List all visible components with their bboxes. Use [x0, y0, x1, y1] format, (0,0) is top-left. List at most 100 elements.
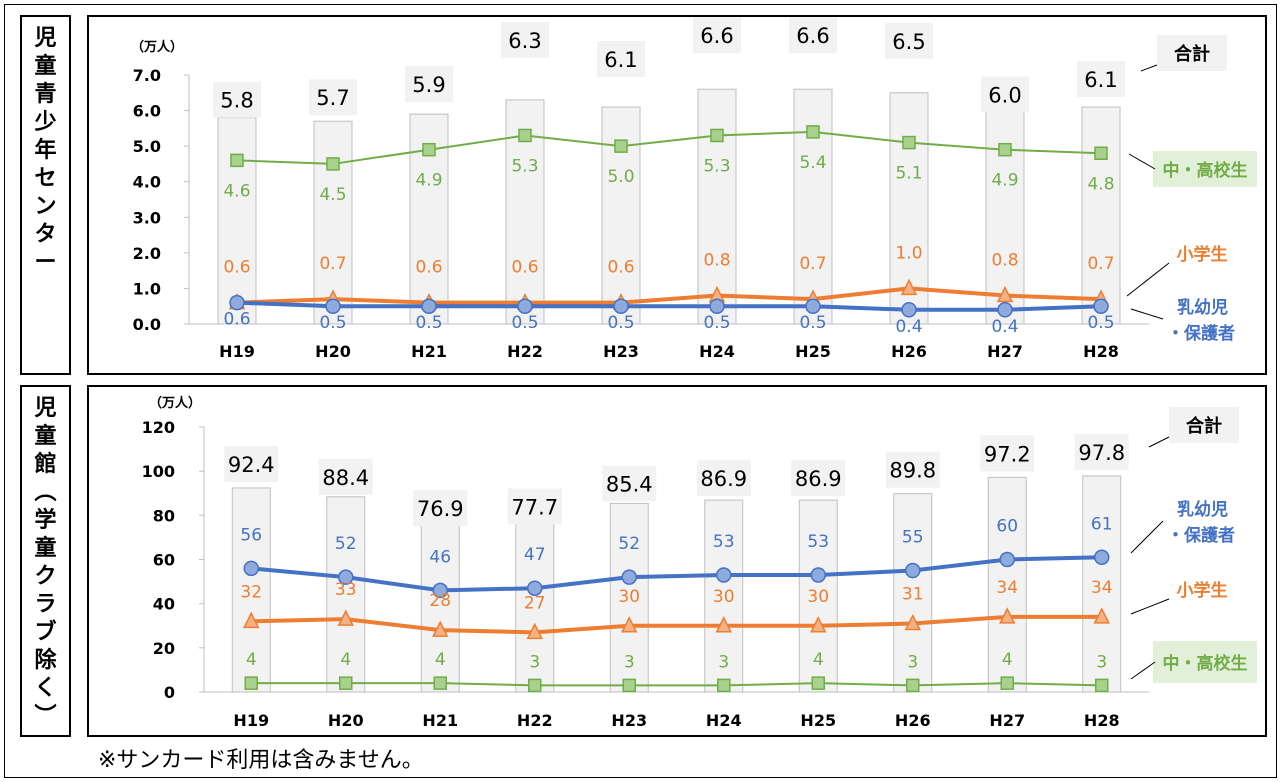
total-value-label: 86.9	[700, 467, 747, 491]
series-point-infant	[1093, 298, 1109, 314]
legend-leader-junior_high	[1128, 153, 1156, 170]
legend-label-infant: 乳幼児	[1177, 297, 1228, 318]
total-value-label: 86.9	[795, 467, 842, 491]
series-value-label-elementary: 0.6	[607, 258, 634, 278]
side-title-char: 青	[34, 82, 57, 107]
x-tick-label: H21	[422, 711, 458, 730]
series-value-label-junior_high: 3	[529, 652, 540, 672]
series-point-junior_high	[622, 678, 636, 693]
legend-total-box	[1169, 407, 1239, 443]
side-title-char: ー	[34, 250, 57, 275]
side-title-char: 除	[34, 648, 57, 673]
series-value-label-elementary: 0.8	[703, 251, 730, 271]
total-value-label: 5.9	[412, 73, 445, 97]
series-value-label-elementary: 32	[240, 582, 262, 602]
x-tick-label: H25	[800, 711, 836, 730]
series-value-label-infant: 52	[335, 534, 357, 554]
x-tick-label: H22	[517, 711, 553, 730]
series-line-infant	[251, 555, 1102, 593]
series-value-label-infant: 0.5	[703, 313, 730, 333]
series-value-label-infant: 0.5	[319, 313, 346, 333]
series-point-junior_high	[717, 678, 731, 693]
x-tick-label: H19	[219, 342, 255, 361]
series-point-elementary	[432, 620, 449, 637]
series-point-infant	[432, 582, 448, 599]
series-point-junior_high	[244, 676, 258, 690]
series-value-label-infant: 56	[240, 525, 262, 545]
total-bar	[326, 496, 366, 693]
legend-total-label: 合計	[1174, 43, 1210, 65]
series-value-label-junior_high: 4	[340, 650, 351, 670]
series-point-elementary	[996, 285, 1014, 303]
series-value-label-elementary: 0.6	[415, 258, 442, 278]
series-point-elementary	[526, 622, 543, 640]
legend-total-leader	[1148, 436, 1170, 448]
series-value-label-junior_high: 5.4	[799, 153, 826, 173]
side-title-1: 児童青少年センター	[22, 25, 69, 365]
side-title-char: タ	[34, 222, 57, 247]
series-value-label-infant: 53	[713, 532, 735, 552]
total-value-label: 6.1	[604, 48, 637, 72]
y-tick-label: 100	[142, 462, 175, 481]
y-tick-label: 7.0	[133, 66, 161, 85]
series-value-label-junior_high: 3	[1096, 652, 1107, 672]
series-value-label-junior_high: 5.1	[895, 164, 922, 184]
y-unit-label: （万人）	[149, 395, 201, 411]
series-value-label-infant: 0.5	[511, 313, 538, 333]
series-value-label-infant: 61	[1091, 514, 1113, 534]
series-point-junior_high	[806, 125, 820, 139]
total-value-label: 6.0	[988, 84, 1021, 108]
x-tick-label: H23	[611, 711, 647, 730]
series-value-label-infant: 53	[807, 532, 829, 552]
series-value-label-junior_high: 4	[435, 650, 446, 670]
side-title-char: セ	[34, 166, 57, 191]
series-point-junior_high	[433, 676, 447, 690]
series-value-label-elementary: 0.6	[223, 258, 250, 278]
series-point-infant	[997, 302, 1013, 318]
side-title-char: ︶	[34, 704, 57, 729]
series-value-label-elementary: 30	[713, 587, 735, 607]
total-label-box	[693, 17, 741, 54]
legend-label-elementary: 小学生	[1177, 244, 1228, 265]
series-value-label-elementary: 30	[618, 587, 640, 607]
series-value-label-elementary: 0.6	[511, 258, 538, 278]
series-value-label-infant: 0.5	[607, 313, 634, 333]
series-point-junior_high	[230, 153, 244, 168]
series-line-elementary	[251, 614, 1102, 635]
series-point-infant	[517, 298, 533, 314]
series-point-infant	[243, 560, 259, 577]
legend-leader-infant	[1130, 308, 1164, 320]
series-line-junior_high	[236, 130, 1102, 165]
chart-childrens-hall: （万人） 0 20 40 60 80 100 120 H19 H20 H21 H22 H23 H24 H25…	[142, 395, 1257, 730]
y-tick-label: 0	[164, 683, 175, 702]
total-bar	[1081, 106, 1121, 325]
x-tick-label: H26	[891, 342, 927, 361]
y-tick-label: 3.0	[133, 208, 161, 227]
series-point-infant	[810, 567, 826, 583]
side-title-char: ラ	[34, 592, 57, 617]
total-bar	[798, 499, 838, 693]
series-value-label-elementary: 0.7	[1087, 254, 1114, 274]
total-label-box	[791, 460, 846, 497]
series-point-elementary	[243, 611, 260, 629]
x-tick-label: H20	[315, 342, 351, 361]
legend-leader-junior_high	[1130, 661, 1156, 680]
series-point-junior_high	[1095, 678, 1109, 693]
series-value-label-junior_high: 4	[1002, 650, 1013, 670]
side-title-char: ︵	[34, 480, 57, 505]
series-point-elementary	[715, 616, 732, 633]
total-value-label: 6.5	[892, 30, 925, 54]
series-value-label-infant: 0.5	[1087, 313, 1114, 333]
series-value-label-infant: 60	[996, 517, 1018, 537]
x-tick-label: H24	[699, 342, 735, 361]
total-value-label: 5.8	[220, 89, 253, 113]
series-value-label-elementary: 0.8	[991, 251, 1018, 271]
series-value-label-elementary: 30	[807, 587, 829, 607]
series-value-label-infant: 0.6	[223, 310, 250, 330]
side-title-2: 児童館 ︵ 学童クラブ除く ︶	[22, 395, 69, 729]
total-value-label: 6.6	[796, 24, 829, 48]
x-tick-label: H22	[507, 342, 543, 361]
total-label-box	[885, 22, 933, 59]
series-point-infant	[613, 298, 629, 314]
series-value-label-elementary: 34	[996, 578, 1018, 598]
